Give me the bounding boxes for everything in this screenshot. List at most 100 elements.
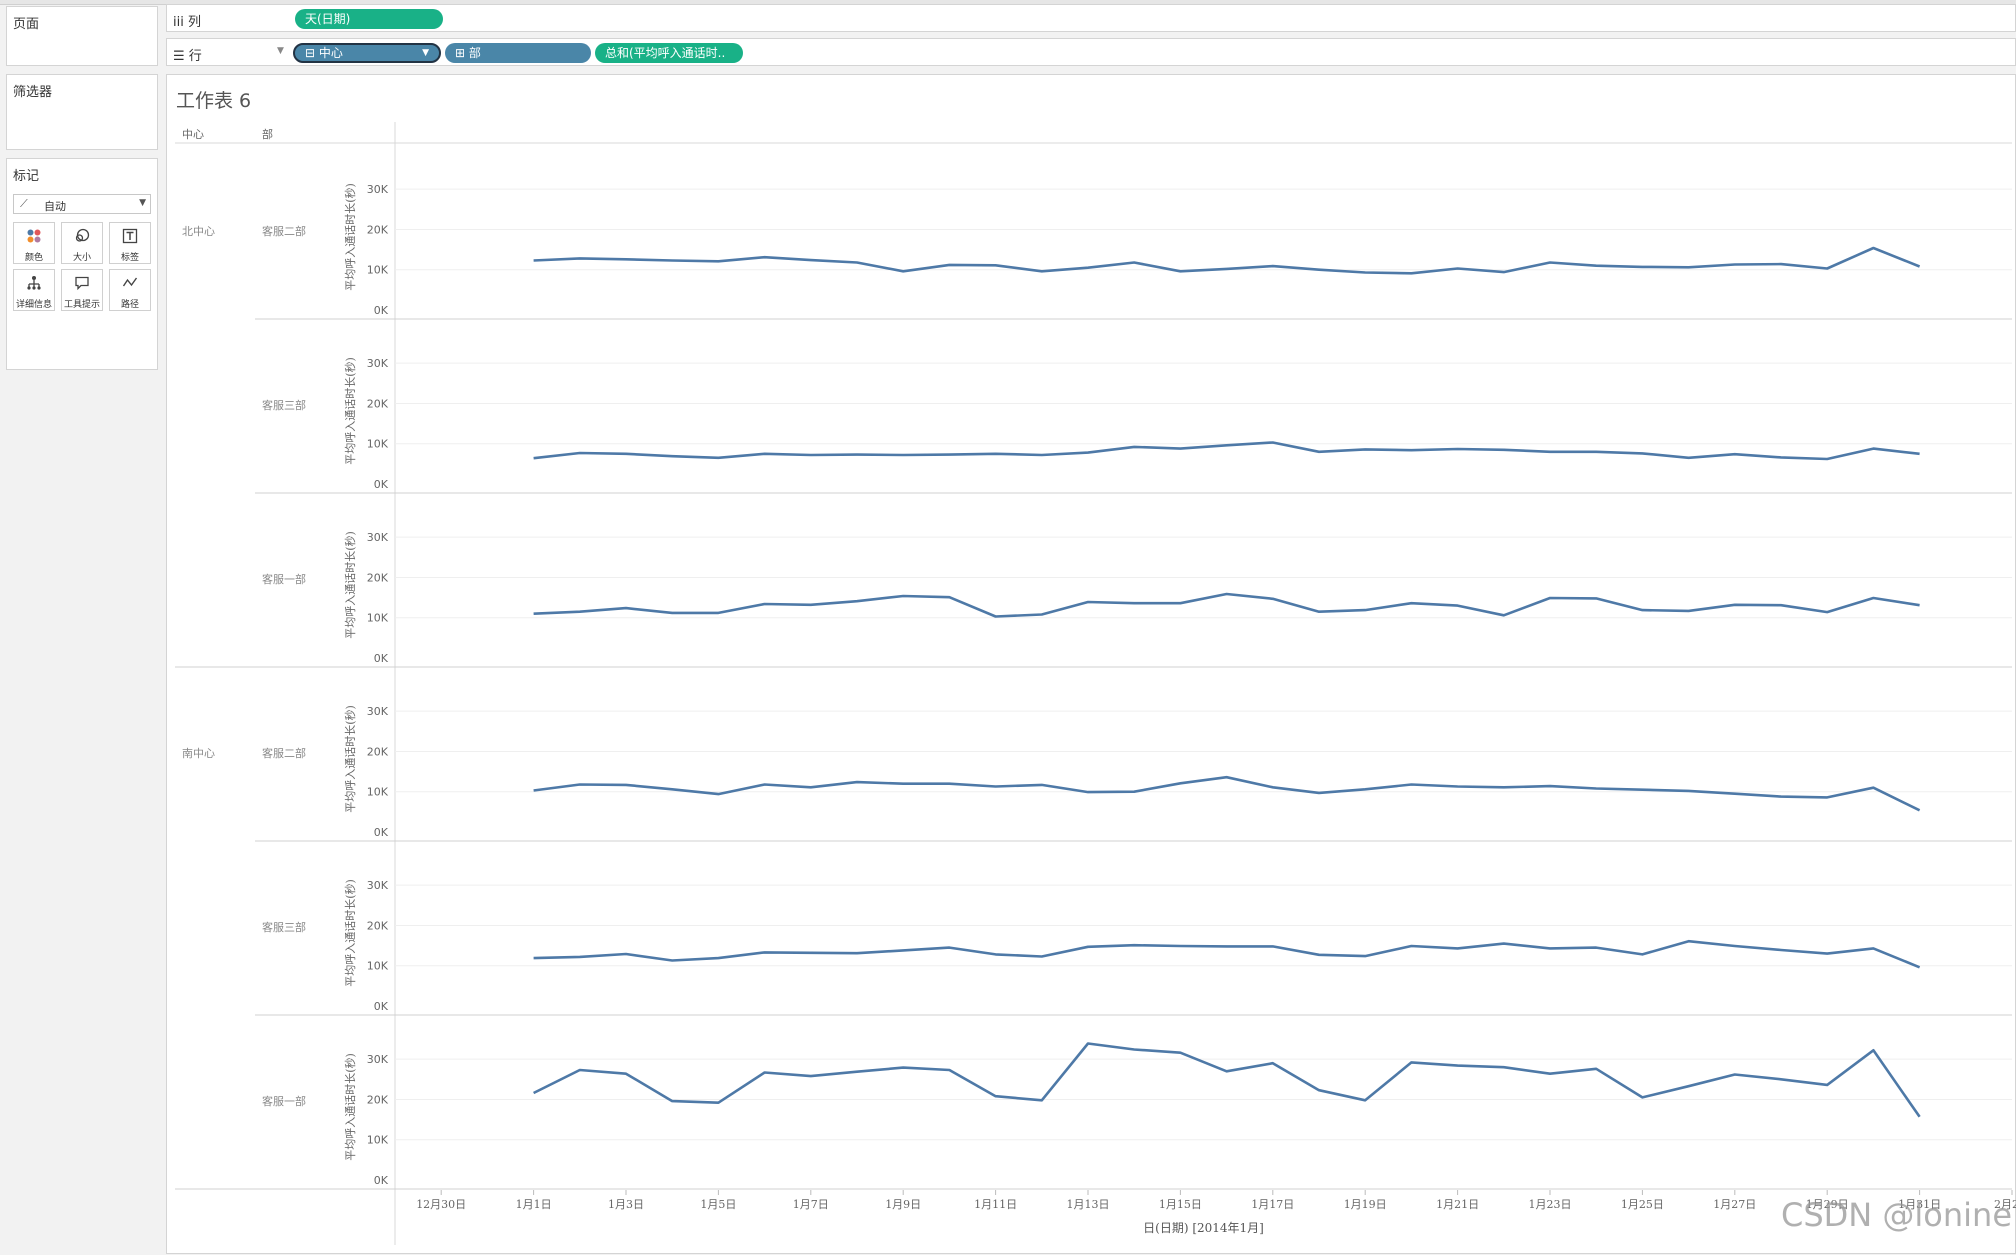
color-button[interactable]: 颜色 bbox=[13, 222, 55, 264]
size-button[interactable]: 大小 bbox=[61, 222, 103, 264]
y-tick-label: 20K bbox=[367, 1093, 389, 1106]
header-center-label: 中心 bbox=[182, 128, 204, 141]
filters-panel[interactable]: 筛选器 bbox=[6, 74, 158, 150]
mark-type-label: 自动 bbox=[44, 200, 66, 213]
tooltip-icon bbox=[62, 275, 102, 295]
x-tick-label: 1月1日 bbox=[516, 1198, 552, 1211]
x-tick-label: 1月21日 bbox=[1436, 1198, 1479, 1211]
pill-sum-avg-call[interactable]: 总和(平均呼入通话时.. bbox=[595, 43, 743, 63]
path-button[interactable]: 路径 bbox=[109, 269, 151, 311]
x-tick-label: 1月17日 bbox=[1251, 1198, 1294, 1211]
y-axis-title: 平均呼入通话时长(秒) bbox=[343, 531, 357, 639]
y-axis-title: 平均呼入通话时长(秒) bbox=[343, 1053, 357, 1161]
label-icon bbox=[110, 228, 150, 248]
dept-label: 客服三部 bbox=[262, 398, 306, 412]
expand-icon: ⊞ bbox=[455, 46, 466, 60]
x-tick-label: 1月25日 bbox=[1621, 1198, 1664, 1211]
label-button-label: 标签 bbox=[120, 253, 139, 263]
x-tick-label: 1月3日 bbox=[608, 1198, 644, 1211]
marks-panel: 标记 ⟋ 自动 ▼ 颜色 大小 标签 详细信息 工具提示 bbox=[6, 158, 158, 370]
columns-shelf[interactable]: iii 列 天(日期) bbox=[166, 4, 2016, 32]
y-tick-label: 20K bbox=[367, 571, 389, 584]
pill-center[interactable]: ⊟ 中心 ▼ bbox=[293, 43, 441, 63]
y-tick-label: 20K bbox=[367, 397, 389, 410]
detail-button-label: 详细信息 bbox=[15, 300, 52, 310]
y-axis-title: 平均呼入通话时长(秒) bbox=[343, 357, 357, 465]
y-tick-label: 10K bbox=[367, 1134, 389, 1147]
marks-panel-title: 标记 bbox=[13, 169, 40, 184]
worksheet bbox=[166, 74, 2016, 1254]
y-tick-label: 0K bbox=[374, 478, 389, 491]
y-tick-label: 30K bbox=[367, 357, 389, 370]
x-tick-label: 1月29日 bbox=[1806, 1198, 1849, 1211]
series-line-北中心-客服三部 bbox=[533, 441, 1920, 461]
y-tick-label: 10K bbox=[367, 612, 389, 625]
dept-label: 客服一部 bbox=[262, 1094, 306, 1108]
pill-dept[interactable]: ⊞ 部 bbox=[445, 43, 591, 63]
center-label: 南中心 bbox=[182, 747, 215, 760]
path-button-label: 路径 bbox=[120, 300, 139, 310]
y-tick-label: 20K bbox=[367, 745, 389, 758]
y-tick-label: 30K bbox=[367, 879, 389, 892]
y-tick-label: 10K bbox=[367, 960, 389, 973]
color-dots-icon bbox=[14, 228, 54, 248]
y-tick-label: 0K bbox=[374, 826, 389, 839]
y-tick-label: 0K bbox=[374, 304, 389, 317]
y-tick-label: 0K bbox=[374, 1174, 389, 1187]
dept-label: 客服一部 bbox=[262, 572, 306, 586]
rows-shelf[interactable]: ☰ 行 ▼ ⊟ 中心 ▼ ⊞ 部 总和(平均呼入通话时.. bbox=[166, 38, 2016, 66]
y-tick-label: 30K bbox=[367, 183, 389, 196]
x-tick-label: 1月27日 bbox=[1713, 1198, 1756, 1211]
columns-icon: iii bbox=[173, 15, 184, 30]
x-tick-label: 1月5日 bbox=[700, 1198, 736, 1211]
expand-icon: ⊟ bbox=[305, 46, 316, 60]
label-button[interactable]: 标签 bbox=[109, 222, 151, 264]
header-dept-label: 部 bbox=[262, 127, 273, 141]
series-line-北中心-客服二部 bbox=[533, 246, 1921, 275]
sheet-title: 工作表 6 bbox=[176, 90, 252, 112]
detail-icon bbox=[14, 275, 54, 295]
chevron-down-icon: ▼ bbox=[422, 48, 429, 58]
y-axis-title: 平均呼入通话时长(秒) bbox=[343, 879, 357, 987]
dept-label: 客服二部 bbox=[262, 224, 306, 238]
series-line-北中心-客服一部 bbox=[533, 592, 1920, 618]
x-tick-label: 1月11日 bbox=[974, 1198, 1017, 1211]
pages-panel-title: 页面 bbox=[13, 17, 40, 32]
x-tick-label: 1月31日 bbox=[1898, 1198, 1941, 1211]
dept-label: 客服二部 bbox=[262, 746, 306, 760]
y-tick-label: 10K bbox=[367, 438, 389, 451]
series-line-南中心-客服二部 bbox=[533, 775, 1921, 812]
detail-button[interactable]: 详细信息 bbox=[13, 269, 55, 311]
watermark: CSDN @lonine bbox=[1780, 1196, 2012, 1234]
x-tick-label: 1月23日 bbox=[1529, 1198, 1572, 1211]
y-tick-label: 30K bbox=[367, 531, 389, 544]
size-icon bbox=[62, 228, 102, 248]
y-tick-label: 0K bbox=[374, 1000, 389, 1013]
mark-type-dropdown[interactable]: ⟋ 自动 ▼ bbox=[13, 194, 151, 214]
size-button-label: 大小 bbox=[72, 253, 91, 263]
x-axis-title: 日(日期) [2014年1月] bbox=[1143, 1221, 1264, 1235]
pill-day-date[interactable]: 天(日期) bbox=[295, 9, 443, 29]
x-tick-label: 1月7日 bbox=[793, 1198, 829, 1211]
dept-label: 客服三部 bbox=[262, 920, 306, 934]
chevron-down-icon[interactable]: ▼ bbox=[277, 46, 284, 56]
pages-panel[interactable]: 页面 bbox=[6, 6, 158, 66]
columns-shelf-label: iii 列 bbox=[173, 15, 201, 30]
tooltip-button-label: 工具提示 bbox=[63, 300, 100, 310]
y-tick-label: 20K bbox=[367, 919, 389, 932]
y-tick-label: 10K bbox=[367, 786, 389, 799]
series-line-南中心-客服三部 bbox=[533, 939, 1921, 969]
pill-center-label: 中心 bbox=[318, 46, 343, 60]
chevron-down-icon: ▼ bbox=[139, 198, 146, 208]
y-axis-title: 平均呼入通话时长(秒) bbox=[343, 183, 357, 291]
rows-shelf-label: ☰ 行 bbox=[173, 49, 202, 64]
filters-panel-title: 筛选器 bbox=[13, 85, 53, 100]
x-tick-label: 1月19日 bbox=[1344, 1198, 1387, 1211]
tooltip-button[interactable]: 工具提示 bbox=[61, 269, 103, 311]
center-label: 北中心 bbox=[182, 225, 215, 238]
y-axis-title: 平均呼入通话时长(秒) bbox=[343, 705, 357, 813]
x-tick-label: 1月13日 bbox=[1067, 1198, 1110, 1211]
y-tick-label: 20K bbox=[367, 223, 389, 236]
line-chart-icon: ⟋ bbox=[20, 197, 28, 210]
